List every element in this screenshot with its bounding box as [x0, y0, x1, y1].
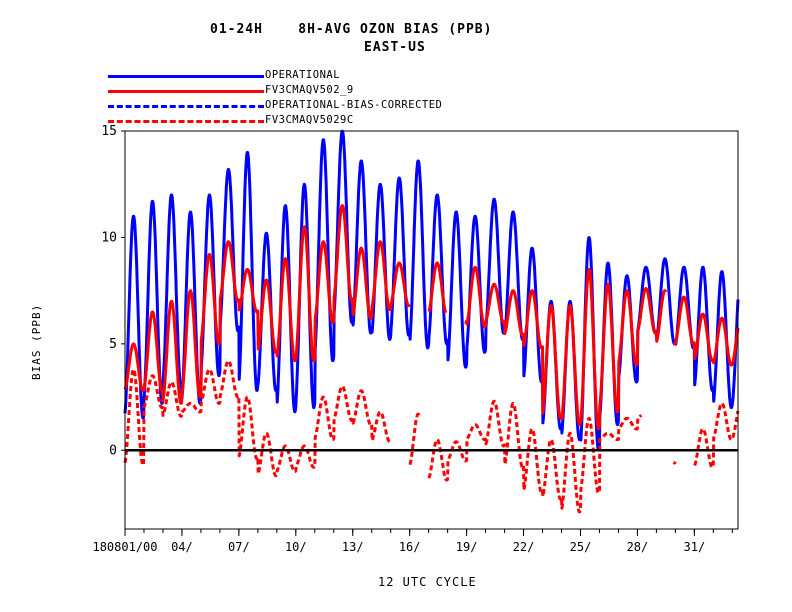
x-tick-label: 31/: [684, 540, 706, 554]
chart-title: 01-24H 8H-AVG OZON BIAS (PPB): [210, 22, 493, 37]
x-tick-label: 180801/00: [92, 540, 157, 554]
x-axis-label: 12 UTC CYCLE: [378, 575, 477, 589]
y-tick-label: 15: [101, 124, 117, 139]
legend-swatch-operational-bc: [108, 105, 264, 108]
x-tick-label: 22/: [513, 540, 535, 554]
chart-subtitle: EAST-US: [364, 40, 426, 55]
y-tick-label: 5: [109, 337, 117, 352]
series-line-3: [123, 359, 740, 514]
x-tick-label: 16/: [399, 540, 421, 554]
y-tick-label: 10: [101, 230, 117, 245]
y-tick-label: 0: [109, 443, 117, 458]
x-tick-label: 10/: [285, 540, 307, 554]
x-tick-label: 25/: [570, 540, 592, 554]
legend-label-fv3cmaq-bc: FV3CMAQV5029C: [265, 114, 354, 126]
x-tick-label: 28/: [627, 540, 649, 554]
y-axis-label: BIAS (PPB): [30, 303, 43, 380]
legend-label-operational: OPERATIONAL: [265, 69, 341, 81]
x-tick-label: 04/: [171, 540, 193, 554]
series-line-1: [123, 204, 740, 431]
legend-label-operational-bc: OPERATIONAL-BIAS-CORRECTED: [265, 99, 443, 111]
legend-label-fv3cmaq: FV3CMAQV502_9: [265, 84, 354, 96]
legend-swatch-fv3cmaq-bc: [108, 120, 264, 123]
legend-swatch-fv3cmaq: [108, 90, 264, 93]
legend-swatch-operational: [108, 75, 264, 78]
x-tick-label: 13/: [342, 540, 364, 554]
x-tick-label: 19/: [456, 540, 478, 554]
plot-frame: [124, 130, 739, 530]
x-tick-label: 07/: [228, 540, 250, 554]
